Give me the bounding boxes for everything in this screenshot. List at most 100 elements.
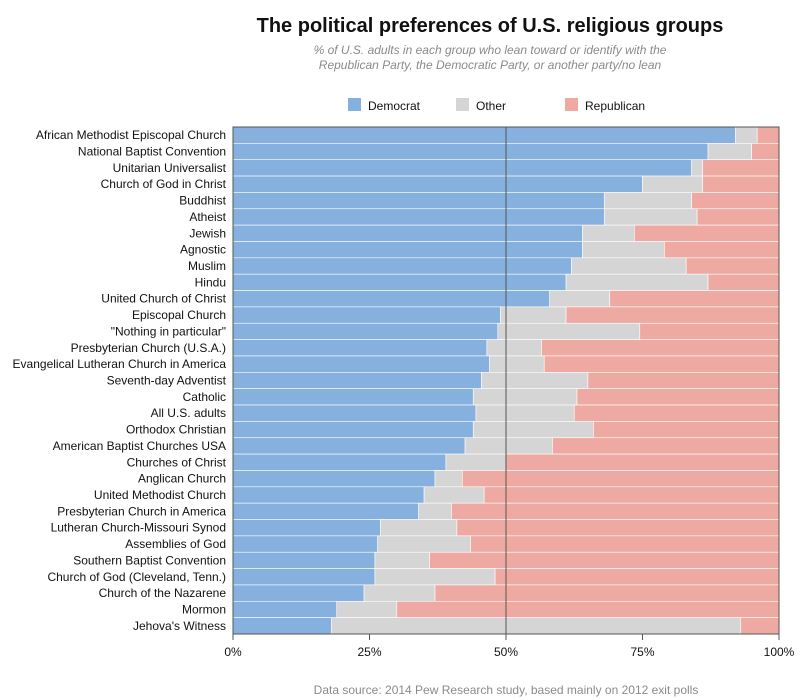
bar-democrat-jehova-s-witness [232, 617, 332, 635]
bar-other-church-of-the-nazarene [363, 584, 436, 602]
bar-republican-united-church-of-christ [609, 290, 780, 308]
data-source-note: Data source: 2014 Pew Research study, ba… [314, 683, 699, 697]
bar-area [232, 126, 780, 635]
x-tick-label-50: 50% [494, 645, 518, 659]
bar-other-hindu [565, 273, 709, 291]
bar-other-assemblies-of-god [377, 535, 471, 553]
bar-democrat-presbyterian-church-u-s-a [232, 339, 488, 357]
legend-label-republican: Republican [585, 99, 645, 113]
category-label-all-u-s-adults: All U.S. adults [151, 406, 226, 420]
bar-democrat-buddhist [232, 192, 605, 210]
category-label-seventh-day-adventist: Seventh-day Adventist [107, 374, 227, 388]
x-tick-label-75: 75% [630, 645, 654, 659]
bar-republican-assemblies-of-god [470, 535, 780, 553]
bar-other-african-methodist-episcopal-church [735, 126, 758, 144]
bar-democrat-southern-baptist-convention [232, 551, 376, 569]
bar-other-nothing-in-particular [497, 322, 641, 340]
category-label-orthodox-christian: Orthodox Christian [126, 423, 226, 437]
x-tick-label-100: 100% [764, 645, 795, 659]
category-label-nothing-in-particular: "Nothing in particular" [111, 324, 226, 338]
bar-other-presbyterian-church-in-america [418, 502, 452, 520]
bar-democrat-mormon [232, 600, 338, 618]
bar-republican-hindu [707, 273, 780, 291]
bar-other-orthodox-christian [472, 421, 594, 439]
bar-other-buddhist [603, 192, 692, 210]
bar-democrat-nothing-in-particular [232, 322, 499, 340]
bar-democrat-assemblies-of-god [232, 535, 378, 553]
bar-republican-presbyterian-church-u-s-a [541, 339, 780, 357]
bar-democrat-unitarian-universalist [232, 159, 692, 177]
bar-other-agnostic [582, 241, 665, 259]
bar-democrat-american-baptist-churches-usa [232, 437, 466, 455]
bar-other-seventh-day-adventist [481, 372, 589, 389]
legend-swatch-democrat [348, 98, 361, 111]
chart-subtitle-line-2: Republican Party, the Democratic Party, … [319, 58, 662, 72]
legend-label-democrat: Democrat [368, 99, 421, 113]
bar-republican-jehova-s-witness [740, 617, 780, 635]
category-label-catholic: Catholic [183, 390, 226, 404]
bar-other-united-church-of-christ [549, 290, 611, 308]
bar-other-church-of-god-in-christ [642, 175, 703, 193]
category-label-atheist: Atheist [189, 210, 226, 224]
bar-democrat-african-methodist-episcopal-church [232, 126, 736, 144]
bar-democrat-hindu [232, 273, 567, 291]
category-label-american-baptist-churches-usa: American Baptist Churches USA [53, 439, 226, 453]
chart-legend: Democrat Other Republican [348, 98, 645, 113]
bar-democrat-church-of-the-nazarene [232, 584, 365, 602]
x-tick-label-25: 25% [357, 645, 381, 659]
bar-republican-nothing-in-particular [639, 322, 780, 340]
category-label-assemblies-of-god: Assemblies of God [125, 537, 226, 551]
category-label-agnostic: Agnostic [180, 243, 226, 257]
bar-republican-orthodox-christian [593, 421, 780, 439]
bar-democrat-episcopal-church [232, 306, 501, 324]
bar-democrat-anglican-church [232, 470, 436, 488]
bar-republican-church-of-god-in-christ [702, 175, 780, 193]
bar-other-jewish [582, 224, 635, 242]
bar-republican-evangelical-lutheran-church-in-america [543, 355, 780, 373]
bar-republican-american-baptist-churches-usa [552, 437, 780, 455]
bar-democrat-national-baptist-convention [232, 143, 709, 161]
bar-democrat-all-u-s-adults [232, 404, 477, 422]
chart-title: The political preferences of U.S. religi… [257, 15, 724, 37]
bar-democrat-jewish [232, 224, 583, 242]
bar-democrat-evangelical-lutheran-church-in-america [232, 355, 490, 373]
chart-subtitle-line-1: % of U.S. adults in each group who lean … [314, 43, 667, 57]
bar-republican-seventh-day-adventist [587, 372, 780, 389]
bar-republican-presbyterian-church-in-america [451, 502, 780, 520]
bar-republican-agnostic [664, 241, 780, 259]
category-label-african-methodist-episcopal-church: African Methodist Episcopal Church [36, 128, 226, 142]
category-label-episcopal-church: Episcopal Church [132, 308, 226, 322]
bar-republican-mormon [396, 600, 780, 618]
bar-other-mormon [336, 600, 398, 618]
bar-other-anglican-church [434, 470, 463, 488]
bar-other-american-baptist-churches-usa [464, 437, 553, 455]
category-label-southern-baptist-convention: Southern Baptist Convention [73, 553, 226, 567]
category-label-unitarian-universalist: Unitarian Universalist [113, 161, 227, 175]
bar-republican-unitarian-universalist [702, 159, 780, 177]
legend-swatch-other [456, 98, 469, 111]
bar-democrat-seventh-day-adventist [232, 372, 482, 389]
bar-other-united-methodist-church [423, 486, 485, 504]
bar-republican-atheist [696, 208, 780, 226]
bar-other-church-of-god-cleveland-tenn [374, 568, 496, 586]
category-label-lutheran-church-missouri-synod: Lutheran Church-Missouri Synod [51, 521, 226, 535]
category-label-anglican-church: Anglican Church [138, 472, 226, 486]
category-label-jewish: Jewish [189, 226, 226, 240]
bar-republican-all-u-s-adults [573, 404, 780, 422]
category-label-national-baptist-convention: National Baptist Convention [78, 145, 226, 159]
bar-other-catholic [472, 388, 578, 406]
bar-other-southern-baptist-convention [374, 551, 430, 569]
bar-other-unitarian-universalist [691, 159, 703, 177]
legend-label-other: Other [476, 99, 506, 113]
category-label-buddhist: Buddhist [179, 194, 226, 208]
category-label-churches-of-christ: Churches of Christ [127, 455, 227, 469]
bar-republican-african-methodist-episcopal-church [756, 126, 780, 144]
category-label-evangelical-lutheran-church-in-america: Evangelical Lutheran Church in America [13, 357, 227, 371]
bar-democrat-church-of-god-in-christ [232, 175, 643, 193]
category-label-hindu: Hindu [195, 275, 226, 289]
bar-democrat-atheist [232, 208, 605, 226]
legend-swatch-republican [565, 98, 578, 111]
category-label-jehova-s-witness: Jehova's Witness [133, 619, 226, 633]
bar-other-all-u-s-adults [475, 404, 575, 422]
